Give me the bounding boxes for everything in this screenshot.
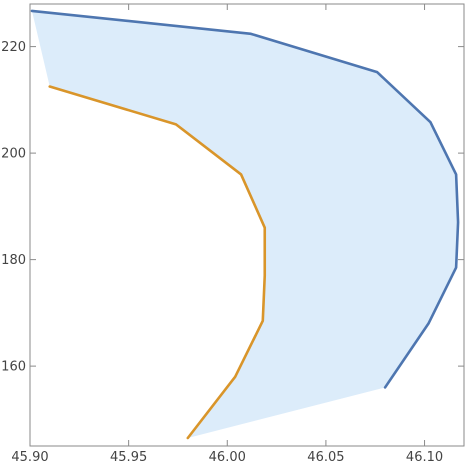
- x-tick-label: 45.95: [110, 450, 147, 465]
- series-line-2: [48, 85, 267, 440]
- axis-layer: 45.90 45.95 46.00 46.05 46.10 160 180 200 220: [1, 4, 464, 465]
- y-tick-label: 220: [1, 40, 26, 55]
- y-tick-label: 200: [1, 147, 26, 162]
- series-line-1: [30, 9, 460, 389]
- y-tick-label: 160: [1, 360, 26, 375]
- x-tick-label: 46.00: [209, 450, 246, 465]
- series-layer: [30, 9, 460, 440]
- plot-frame: [29, 3, 465, 447]
- filled-region-layer: [31, 10, 459, 439]
- x-tick-label: 46.05: [307, 450, 344, 465]
- x-tick-label: 46.10: [406, 450, 443, 465]
- filled-region: [31, 10, 459, 439]
- x-tick-label: 45.90: [11, 450, 48, 465]
- y-tick-label: 180: [1, 253, 26, 268]
